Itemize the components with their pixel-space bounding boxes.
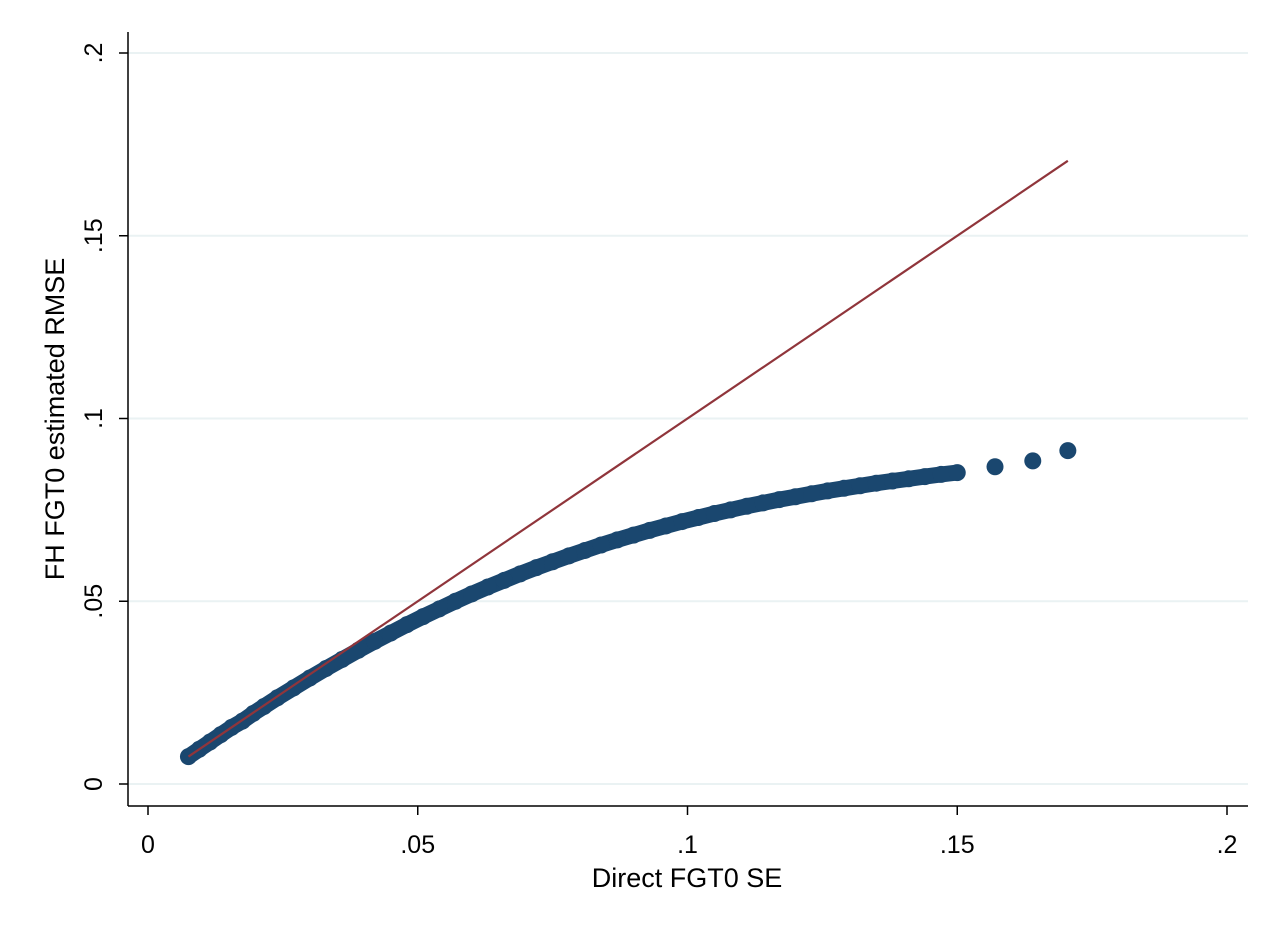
data-point-39 (770, 491, 788, 509)
data-point-51 (986, 458, 1004, 476)
data-point-18 (430, 600, 448, 618)
data-point-50 (948, 464, 966, 482)
data-point-43 (835, 479, 853, 497)
x-tick-label-0: 0 (141, 831, 155, 859)
data-point-30 (625, 526, 643, 544)
x-tick-label-3: .15 (940, 831, 975, 859)
data-point-21 (479, 578, 497, 596)
x-tick-label-4: .2 (1217, 831, 1238, 859)
data-point-34 (689, 509, 707, 527)
data-point-40 (786, 488, 804, 506)
data-point-27 (576, 541, 594, 559)
x-tick-label-2: .1 (677, 831, 698, 859)
data-point-46 (884, 472, 902, 490)
data-point-47 (900, 470, 918, 488)
reference-line (187, 159, 1069, 758)
data-point-19 (447, 592, 465, 610)
data-point-10 (301, 669, 319, 687)
data-point-29 (608, 531, 626, 549)
y-tick-label-4: .2 (80, 43, 108, 64)
data-point-48 (916, 468, 934, 486)
data-point-24 (527, 559, 545, 577)
y-tick-label-2: .1 (80, 408, 108, 429)
y-tick-label-1: .05 (80, 584, 108, 619)
x-axis-title: Direct FGT0 SE (592, 863, 783, 893)
x-tick-label-1: .05 (400, 831, 435, 859)
data-point-22 (495, 571, 513, 589)
y-axis-title: FH FGT0 estimated RMSE (40, 258, 70, 581)
data-point-11 (317, 660, 335, 678)
data-point-26 (560, 547, 578, 565)
tick-labels: 0 .05 .1 .15 .2 0 .05 .1 .15 .2 (80, 43, 1237, 859)
data-point-31 (641, 521, 659, 539)
points-layer (179, 159, 1077, 766)
data-point-20 (463, 585, 481, 603)
data-point-28 (592, 536, 610, 554)
data-point-32 (657, 517, 675, 535)
data-point-49 (932, 465, 950, 483)
data-point-14 (366, 632, 384, 650)
data-point-25 (544, 553, 562, 571)
data-point-52 (1024, 452, 1042, 470)
data-point-41 (803, 485, 821, 503)
data-point-33 (673, 513, 691, 531)
data-point-45 (867, 474, 885, 492)
data-point-44 (851, 477, 869, 495)
data-point-23 (511, 565, 529, 583)
y-tick-label-3: .15 (80, 218, 108, 253)
data-point-16 (398, 616, 416, 634)
data-point-37 (738, 497, 756, 515)
axes (119, 32, 1248, 815)
data-point-36 (722, 501, 740, 519)
data-point-15 (382, 624, 400, 642)
data-point-53 (1059, 442, 1077, 460)
point-band (180, 464, 966, 765)
data-point-42 (819, 482, 837, 500)
data-point-17 (414, 608, 432, 626)
y-tick-label-0: 0 (80, 777, 108, 791)
data-point-35 (705, 505, 723, 523)
data-point-38 (754, 494, 772, 512)
data-point-13 (349, 641, 367, 659)
